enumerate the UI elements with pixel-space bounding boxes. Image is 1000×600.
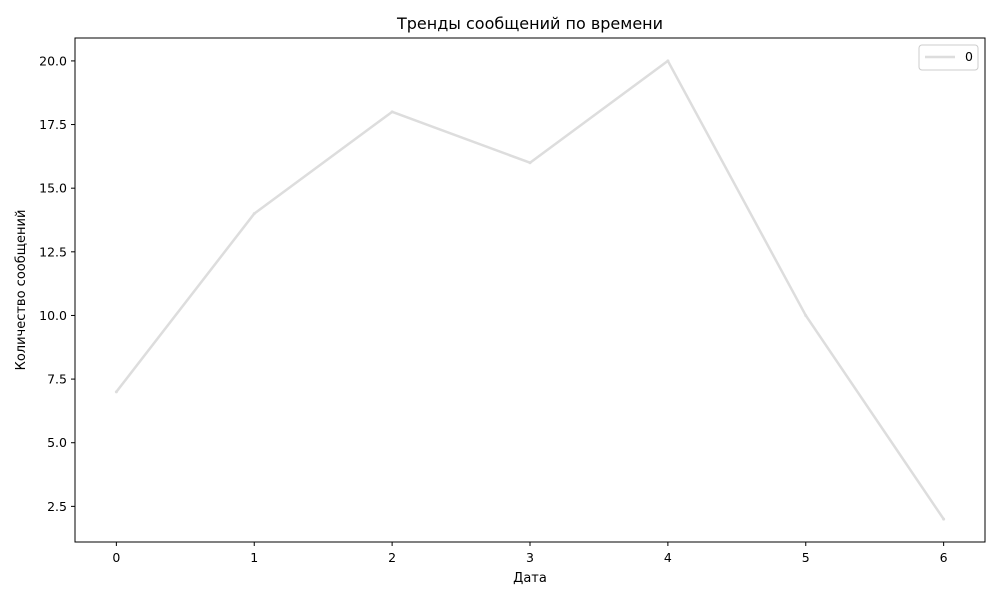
x-tick-label: 3: [526, 550, 534, 565]
x-axis-label: Дата: [513, 571, 547, 586]
y-axis-ticks: 2.5 5.0 7.5 10.0 12.5 15.0 17.5 20.0: [39, 53, 75, 514]
y-tick-label: 10.0: [39, 308, 67, 323]
data-point: [804, 313, 808, 317]
data-point: [666, 59, 670, 63]
data-point: [252, 212, 256, 216]
x-tick-label: 5: [802, 550, 810, 565]
x-tick-label: 4: [664, 550, 672, 565]
legend-series-label: 0: [965, 49, 973, 64]
x-tick-label: 2: [388, 550, 396, 565]
y-axis-label: Количество сообщений: [14, 210, 29, 371]
series-layer: [114, 59, 946, 521]
plot-area: [74, 37, 986, 543]
chart-title: Тренды сообщений по времени: [396, 14, 663, 33]
y-tick-label: 20.0: [39, 53, 67, 68]
data-point: [390, 110, 394, 114]
data-point: [942, 517, 946, 521]
y-tick-label: 15.0: [39, 181, 67, 196]
x-tick-label: 6: [940, 550, 948, 565]
x-tick-label: 0: [112, 550, 120, 565]
x-axis-ticks: 0 1 2 3 4 5 6: [112, 542, 948, 565]
data-point: [528, 161, 532, 165]
y-tick-label: 17.5: [39, 117, 67, 132]
legend: 0: [918, 44, 979, 71]
y-tick-label: 7.5: [47, 372, 67, 387]
y-tick-label: 5.0: [47, 435, 67, 450]
x-tick-label: 1: [250, 550, 258, 565]
y-tick-label: 12.5: [39, 244, 67, 259]
data-point: [114, 390, 118, 394]
y-tick-label: 2.5: [47, 499, 67, 514]
